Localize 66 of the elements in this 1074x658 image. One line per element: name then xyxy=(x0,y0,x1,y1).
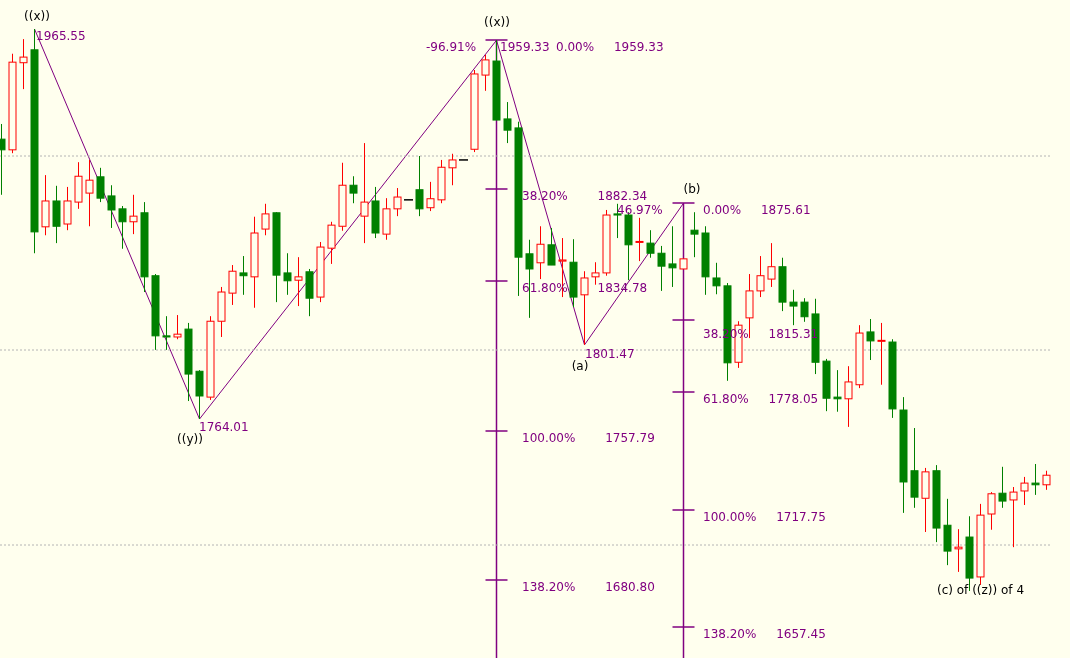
candlestick xyxy=(415,155,424,217)
candlestick xyxy=(360,142,369,244)
candlestick xyxy=(261,203,270,236)
text: ((x)) xyxy=(484,14,510,29)
candlestick xyxy=(481,54,490,92)
candlestick xyxy=(954,528,963,573)
candlestick xyxy=(668,225,677,288)
candlestick xyxy=(129,194,138,235)
candlestick xyxy=(327,221,336,265)
annotation: 138.20% 1680.80 xyxy=(522,579,655,594)
candlestick xyxy=(239,255,248,296)
candlestick xyxy=(173,314,182,340)
annotation: 1959.33 xyxy=(500,39,550,54)
annotation: 100.00% 1757.79 xyxy=(522,430,655,445)
candlestick xyxy=(833,369,842,413)
annotation: 1764.01 xyxy=(199,419,249,434)
candlestick xyxy=(63,186,72,231)
candlestick xyxy=(228,264,237,306)
candlestick xyxy=(1020,476,1029,506)
candlestick xyxy=(646,229,655,259)
candlestick xyxy=(503,101,512,144)
candlestick xyxy=(96,167,105,203)
text: ((x)) xyxy=(24,8,50,23)
candlestick xyxy=(162,315,171,351)
candlestick xyxy=(448,153,457,186)
candlestick xyxy=(635,217,644,262)
annotation: 1801.47 xyxy=(585,346,635,361)
annotation: (b) xyxy=(683,181,701,196)
annotation: ((y)) xyxy=(177,431,203,446)
annotation: (c) of ((z)) of 4 xyxy=(937,582,1025,597)
candlestick xyxy=(1009,486,1018,548)
candlestick xyxy=(580,270,589,346)
candlestick xyxy=(789,289,798,326)
candlestick xyxy=(591,261,600,286)
candlestick xyxy=(712,262,721,295)
annotation: 0.00% 1875.61 xyxy=(703,202,811,217)
candlestick xyxy=(800,297,809,323)
candlestick xyxy=(998,466,1007,509)
candlestick xyxy=(690,211,699,258)
candlestick xyxy=(393,187,402,217)
annotation: 100.00% 1717.75 xyxy=(703,509,826,524)
candlestick xyxy=(118,205,127,250)
candlestick xyxy=(536,225,545,280)
annotation: (a) xyxy=(571,358,589,373)
candlestick xyxy=(294,256,303,307)
candlestick xyxy=(1042,470,1051,491)
candlestick xyxy=(107,184,116,229)
candlestick xyxy=(349,175,358,204)
text: 138.20% 1657.45 xyxy=(703,626,826,641)
annotation: 1965.55 xyxy=(36,28,86,43)
candlestick xyxy=(657,245,666,292)
candlestick xyxy=(1031,463,1040,496)
candlestick xyxy=(85,159,94,227)
annotation: 0.00% 1959.33 xyxy=(556,39,664,54)
candlestick xyxy=(19,38,28,90)
candlestick xyxy=(547,227,556,266)
annotation: 61.80% 1778.05 xyxy=(703,391,819,406)
candlestick xyxy=(426,181,435,212)
candlestick xyxy=(866,318,875,361)
candlestick xyxy=(756,255,765,298)
annotation: -96.91% xyxy=(426,39,477,54)
candlestick xyxy=(283,252,292,296)
candlestick xyxy=(844,365,853,428)
candlestick xyxy=(987,491,996,531)
candlestick xyxy=(877,322,886,386)
candlestick xyxy=(767,242,776,288)
